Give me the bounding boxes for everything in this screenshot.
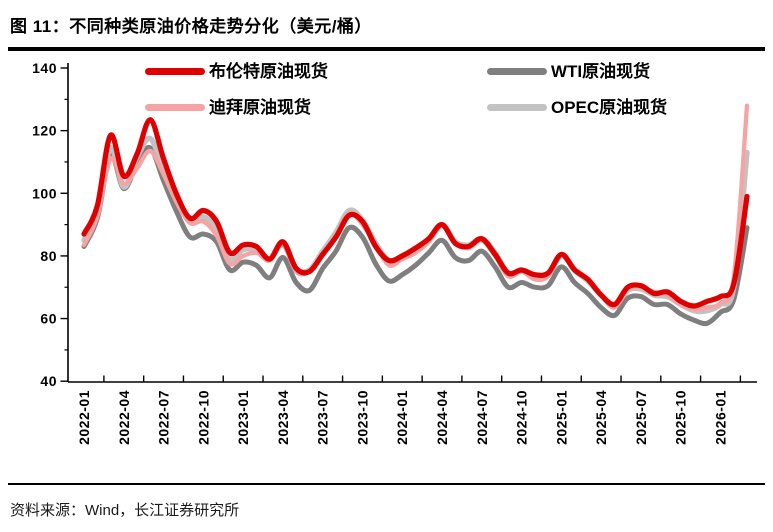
source-note: 资料来源：Wind，长江证券研究所 <box>10 502 240 519</box>
legend-label-opec: OPEC原油现货 <box>551 97 668 117</box>
legend-swatch-opec <box>487 103 547 111</box>
y-tick-label: 100 <box>32 185 57 201</box>
oil-price-line-chart: 40 60 80 100 120 140 2022-01 2022-04 2022-07 2022… <box>32 60 757 445</box>
x-tick-label: 2024-01 <box>394 390 410 445</box>
x-tick-label: 2025-01 <box>553 390 569 445</box>
series-brent <box>81 117 750 309</box>
footer-divider <box>8 483 765 485</box>
legend-item-brent: 布伦特原油现货 <box>145 60 328 82</box>
legend-swatch-dubai <box>145 103 205 111</box>
legend-item-wti: WTI原油现货 <box>487 60 650 82</box>
legend-label-brent: 布伦特原油现货 <box>209 61 328 81</box>
x-tick-label: 2022-01 <box>76 390 92 445</box>
x-tick-label: 2025-07 <box>633 390 649 445</box>
y-tick-label: 40 <box>40 373 57 389</box>
x-tick-label: 2022-04 <box>116 390 132 445</box>
legend-item-opec: OPEC原油现货 <box>487 96 667 118</box>
x-tick-label: 2024-10 <box>514 390 530 445</box>
x-tick-label: 2024-04 <box>434 390 450 445</box>
x-tick-label: 2023-07 <box>315 390 331 445</box>
x-tick-label: 2025-04 <box>593 390 609 445</box>
y-tick-label: 80 <box>40 248 57 264</box>
y-tick-label: 120 <box>32 123 57 139</box>
y-tick-label: 140 <box>32 60 57 76</box>
x-tick-label: 2023-10 <box>354 390 370 445</box>
legend-label-wti: WTI原油现货 <box>551 61 651 81</box>
legend-item-dubai: 迪拜原油现货 <box>145 96 311 118</box>
x-tick-label: 2022-07 <box>156 390 172 445</box>
x-tick-label: 2026-01 <box>712 390 728 445</box>
x-tick-label: 2025-10 <box>673 390 689 445</box>
legend-swatch-wti <box>487 67 547 75</box>
x-tick-label: 2022-10 <box>195 390 211 445</box>
y-tick-label: 60 <box>40 311 57 327</box>
x-tick-label: 2023-04 <box>275 390 291 445</box>
legend-label-dubai: 迪拜原油现货 <box>209 97 311 117</box>
figure-title: 图 11：不同种类原油价格走势分化（美元/桶） <box>10 17 372 36</box>
x-tick-label: 2023-01 <box>235 390 251 445</box>
x-tick-label: 2024-07 <box>474 390 490 445</box>
series-wti <box>81 144 750 327</box>
title-divider <box>8 47 765 51</box>
legend-swatch-brent <box>145 67 205 75</box>
